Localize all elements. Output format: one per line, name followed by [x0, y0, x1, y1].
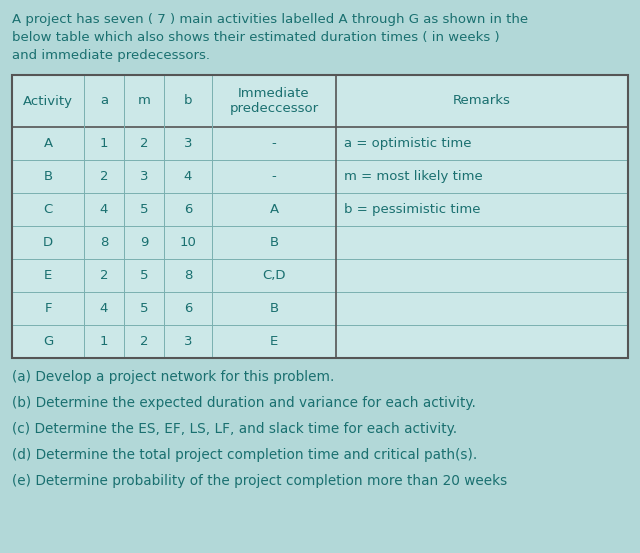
Text: A: A	[269, 203, 278, 216]
Text: a = optimistic time: a = optimistic time	[344, 137, 472, 150]
Text: 3: 3	[184, 335, 192, 348]
Text: and immediate predecessors.: and immediate predecessors.	[12, 49, 210, 62]
Text: D: D	[43, 236, 53, 249]
Text: 2: 2	[140, 137, 148, 150]
Text: C: C	[44, 203, 52, 216]
Text: b = pessimistic time: b = pessimistic time	[344, 203, 481, 216]
Text: B: B	[44, 170, 52, 183]
Text: 2: 2	[100, 170, 108, 183]
Text: 4: 4	[100, 302, 108, 315]
Text: below table which also shows their estimated duration times ( in weeks ): below table which also shows their estim…	[12, 31, 500, 44]
Text: 2: 2	[140, 335, 148, 348]
Bar	[12, 75, 628, 358]
Text: (b) Determine the expected duration and variance for each activity.: (b) Determine the expected duration and …	[12, 396, 476, 410]
Text: 4: 4	[184, 170, 192, 183]
Text: b: b	[184, 95, 192, 107]
Text: A: A	[44, 137, 52, 150]
Text: 5: 5	[140, 302, 148, 315]
Text: Remarks: Remarks	[453, 95, 511, 107]
Text: 8: 8	[184, 269, 192, 282]
Text: 1: 1	[100, 335, 108, 348]
Text: (c) Determine the ES, EF, LS, LF, and slack time for each activity.: (c) Determine the ES, EF, LS, LF, and sl…	[12, 422, 457, 436]
Text: 6: 6	[184, 203, 192, 216]
Text: 3: 3	[140, 170, 148, 183]
Text: F: F	[44, 302, 52, 315]
Text: m: m	[138, 95, 150, 107]
Text: Activity: Activity	[23, 95, 73, 107]
Text: 5: 5	[140, 203, 148, 216]
Text: a: a	[100, 95, 108, 107]
Text: (e) Determine probability of the project completion more than 20 weeks: (e) Determine probability of the project…	[12, 474, 508, 488]
Text: (d) Determine the total project completion time and critical path(s).: (d) Determine the total project completi…	[12, 448, 477, 462]
Text: B: B	[269, 236, 278, 249]
Text: 3: 3	[184, 137, 192, 150]
Text: C,D: C,D	[262, 269, 285, 282]
Text: 8: 8	[100, 236, 108, 249]
Text: B: B	[269, 302, 278, 315]
Text: m = most likely time: m = most likely time	[344, 170, 483, 183]
Text: -: -	[271, 170, 276, 183]
Text: 5: 5	[140, 269, 148, 282]
Text: A project has seven ( 7 ) main activities labelled A through G as shown in the: A project has seven ( 7 ) main activitie…	[12, 13, 528, 26]
Text: E: E	[44, 269, 52, 282]
Text: 10: 10	[180, 236, 196, 249]
Text: Immediate
predeccessor: Immediate predeccessor	[229, 87, 319, 115]
Text: 2: 2	[100, 269, 108, 282]
Text: 1: 1	[100, 137, 108, 150]
Text: (a) Develop a project network for this problem.: (a) Develop a project network for this p…	[12, 370, 334, 384]
Bar	[12, 75, 628, 358]
Text: 9: 9	[140, 236, 148, 249]
Text: G: G	[43, 335, 53, 348]
Text: 4: 4	[100, 203, 108, 216]
Text: 6: 6	[184, 302, 192, 315]
Text: -: -	[271, 137, 276, 150]
Text: E: E	[270, 335, 278, 348]
